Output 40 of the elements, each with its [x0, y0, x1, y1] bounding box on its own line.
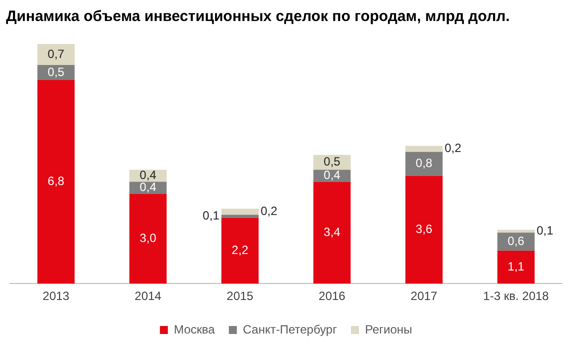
legend-label: Санкт-Петербург: [242, 322, 338, 336]
data-label: 6,8: [48, 174, 65, 188]
x-tick-label: 2016: [318, 289, 346, 304]
x-tick-label: 2015: [226, 289, 254, 304]
data-label: 3,4: [324, 224, 341, 239]
bar: [497, 250, 535, 284]
bar: [405, 176, 443, 284]
bar: [221, 214, 259, 218]
data-label: 3,0: [140, 230, 157, 245]
data-label: 0,2: [444, 141, 462, 156]
x-tick-label: 2013: [42, 289, 70, 304]
legend-label: Москва: [174, 322, 216, 336]
x-tick-label: 2017: [410, 289, 438, 304]
bar: [221, 218, 259, 284]
chart-title: Динамика объема инвестиционных сделок по городам, млрд долл.: [6, 8, 510, 25]
data-label: 0,6: [508, 234, 525, 248]
data-label: 0,5: [48, 64, 65, 79]
bar: [129, 194, 167, 284]
data-label: 0,5: [324, 154, 341, 169]
bar: [37, 80, 75, 284]
bar: [221, 208, 259, 215]
data-label: 3,6: [416, 222, 433, 236]
bar: [313, 182, 351, 284]
data-label: 0,8: [416, 156, 433, 170]
data-label: 0,4: [140, 168, 157, 182]
x-tick-label: 1-3 кв. 2018: [483, 289, 550, 304]
bar: [497, 230, 535, 233]
data-label: 0,4: [324, 168, 341, 182]
bar: [405, 146, 443, 152]
data-label: 1,1: [508, 259, 525, 274]
data-label: 0,4: [140, 180, 157, 194]
legend-label: Регионы: [364, 322, 412, 336]
data-label: 0,1: [202, 208, 220, 223]
data-label: 0,1: [536, 224, 554, 238]
bar: [37, 44, 75, 65]
bar: [405, 152, 443, 176]
x-tick-label: 2014: [134, 289, 162, 304]
data-label: 0,2: [260, 204, 278, 218]
data-label: 2,2: [232, 242, 249, 257]
data-label: 0,7: [48, 46, 65, 61]
